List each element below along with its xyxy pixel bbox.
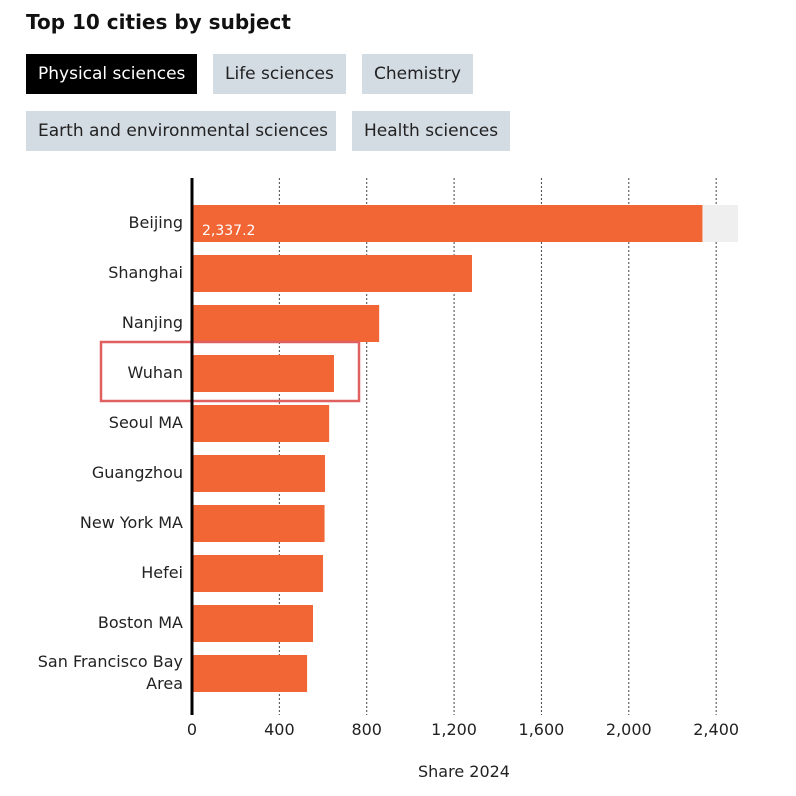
bar [192, 255, 472, 292]
y-tick-label: Hefei [141, 563, 183, 582]
y-tick-label: Guangzhou [91, 463, 183, 482]
x-tick-label: 2,000 [606, 720, 652, 739]
tab[interactable]: Physical sciences [26, 54, 197, 94]
tab[interactable]: Health sciences [352, 111, 510, 151]
bar [192, 455, 326, 492]
y-tick-label: Shanghai [108, 263, 183, 282]
tab[interactable]: Earth and environmental sciences [26, 111, 336, 151]
x-tick-label: 0 [187, 720, 197, 739]
bar [192, 355, 334, 392]
value-label: 2,337.2 [202, 223, 255, 239]
bar [192, 505, 325, 542]
y-tick-label: Boston MA [97, 613, 183, 632]
bar [192, 555, 324, 592]
y-tick-label: New York MA [79, 513, 183, 532]
x-tick-label: 400 [264, 720, 295, 739]
y-tick-label: San Francisco Bay Area [37, 652, 183, 693]
y-tick-label: Beijing [128, 213, 183, 232]
tab[interactable]: Life sciences [213, 54, 346, 94]
page-title: Top 10 cities by subject [26, 10, 291, 34]
x-tick-label: 2,400 [693, 720, 739, 739]
bar [192, 405, 330, 442]
bar [192, 205, 703, 242]
y-tick-label: Nanjing [121, 313, 183, 332]
x-tick-label: 1,200 [431, 720, 477, 739]
x-tick-label: 800 [351, 720, 382, 739]
highlight-box [99, 340, 361, 403]
x-tick-label: 1,600 [519, 720, 565, 739]
bar [192, 605, 313, 642]
y-tick-label: Wuhan [127, 363, 183, 382]
bar [192, 655, 308, 692]
y-tick-label: Seoul MA [108, 413, 183, 432]
bar [192, 305, 380, 342]
tab[interactable]: Chemistry [362, 54, 473, 94]
x-axis-label: Share 2024 [418, 762, 510, 781]
